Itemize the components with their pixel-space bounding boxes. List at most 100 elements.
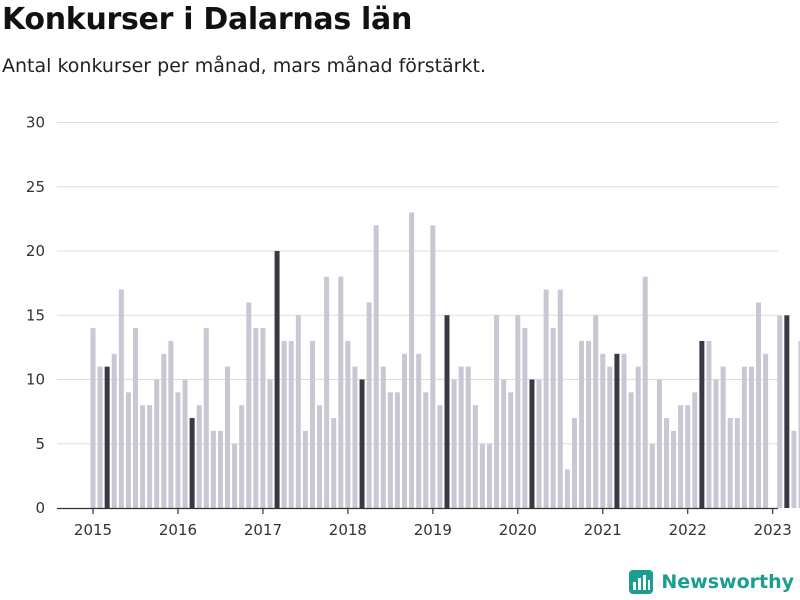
bar xyxy=(132,328,138,508)
bar xyxy=(175,392,181,508)
bar xyxy=(394,392,400,508)
bar xyxy=(621,353,627,508)
bar xyxy=(784,315,790,508)
bar xyxy=(90,328,96,508)
bar xyxy=(430,225,436,509)
bar xyxy=(317,405,323,508)
bar xyxy=(125,392,131,508)
bar xyxy=(232,443,238,508)
bar xyxy=(387,392,393,508)
bar xyxy=(501,379,507,508)
bar xyxy=(281,340,287,508)
y-tick-label: 10 xyxy=(26,371,45,389)
bar xyxy=(557,289,563,508)
bar xyxy=(295,315,301,508)
bar xyxy=(550,328,556,508)
bar xyxy=(508,392,514,508)
bar xyxy=(210,430,216,508)
x-tick-label: 2016 xyxy=(159,521,197,539)
chart-title: Konkurser i Dalarnas län xyxy=(2,2,413,37)
bar xyxy=(713,379,719,508)
bar xyxy=(663,418,669,508)
bar xyxy=(402,353,408,508)
bar xyxy=(649,443,655,508)
bar xyxy=(147,405,153,508)
bar xyxy=(579,340,585,508)
bar xyxy=(607,366,613,508)
bar xyxy=(373,225,379,509)
bar xyxy=(678,405,684,508)
bar xyxy=(515,315,521,508)
bar xyxy=(239,405,245,508)
bar xyxy=(777,315,783,508)
x-tick-label: 2021 xyxy=(584,521,622,539)
bar xyxy=(529,379,535,508)
bar xyxy=(486,443,492,508)
bar xyxy=(168,340,174,508)
bar xyxy=(458,366,464,508)
bar xyxy=(189,418,195,508)
y-tick-label: 5 xyxy=(35,435,45,453)
bar xyxy=(246,302,252,508)
x-axis xyxy=(57,507,778,514)
x-tick-label: 2020 xyxy=(499,521,537,539)
bar xyxy=(685,405,691,508)
bar xyxy=(338,276,344,508)
x-tick-label: 2023 xyxy=(754,521,792,539)
bar xyxy=(409,212,415,508)
bar xyxy=(656,379,662,508)
x-tick-label: 2022 xyxy=(669,521,707,539)
bar xyxy=(225,366,231,508)
bar xyxy=(111,353,117,508)
bar xyxy=(182,379,188,508)
bar xyxy=(118,289,124,508)
newsworthy-logo-icon xyxy=(629,570,654,594)
bar xyxy=(465,366,471,508)
bar xyxy=(203,328,209,508)
bar xyxy=(267,379,273,508)
tick-labels: 0510152025302120152016201720182019202020… xyxy=(26,114,792,540)
bar xyxy=(451,379,457,508)
chart-subtitle: Antal konkurser per månad, mars månad fö… xyxy=(2,55,486,77)
bar xyxy=(699,340,705,508)
bar xyxy=(104,366,110,508)
bar xyxy=(309,340,315,508)
bar xyxy=(741,366,747,508)
bar xyxy=(345,340,351,508)
bar xyxy=(274,251,280,508)
bar xyxy=(763,353,769,508)
bar xyxy=(628,392,634,508)
y-tick-label: 25 xyxy=(26,178,45,196)
bar xyxy=(536,379,542,508)
x-tick-label: 2018 xyxy=(329,521,367,539)
bar xyxy=(366,302,372,508)
bar xyxy=(720,366,726,508)
bar xyxy=(253,328,259,508)
bar xyxy=(706,340,712,508)
bar xyxy=(260,328,266,508)
bar xyxy=(798,340,800,508)
y-tick-label: 20 xyxy=(26,242,45,260)
x-tick-label: 2017 xyxy=(244,521,282,539)
bar xyxy=(727,418,733,508)
y-tick-label: 0 xyxy=(35,499,45,517)
bar xyxy=(614,353,620,508)
bar xyxy=(472,405,478,508)
bar xyxy=(494,315,500,508)
bar xyxy=(97,366,103,508)
bar xyxy=(352,366,358,508)
bar xyxy=(564,469,570,508)
bar xyxy=(791,430,797,508)
bar xyxy=(543,289,549,508)
bar xyxy=(635,366,641,508)
bar xyxy=(331,418,337,508)
bar xyxy=(756,302,762,508)
bar xyxy=(380,366,386,508)
bar xyxy=(359,379,365,508)
x-tick-label: 2019 xyxy=(414,521,452,539)
bar xyxy=(154,379,160,508)
bar xyxy=(571,418,577,508)
bar xyxy=(416,353,422,508)
bar xyxy=(217,430,223,508)
